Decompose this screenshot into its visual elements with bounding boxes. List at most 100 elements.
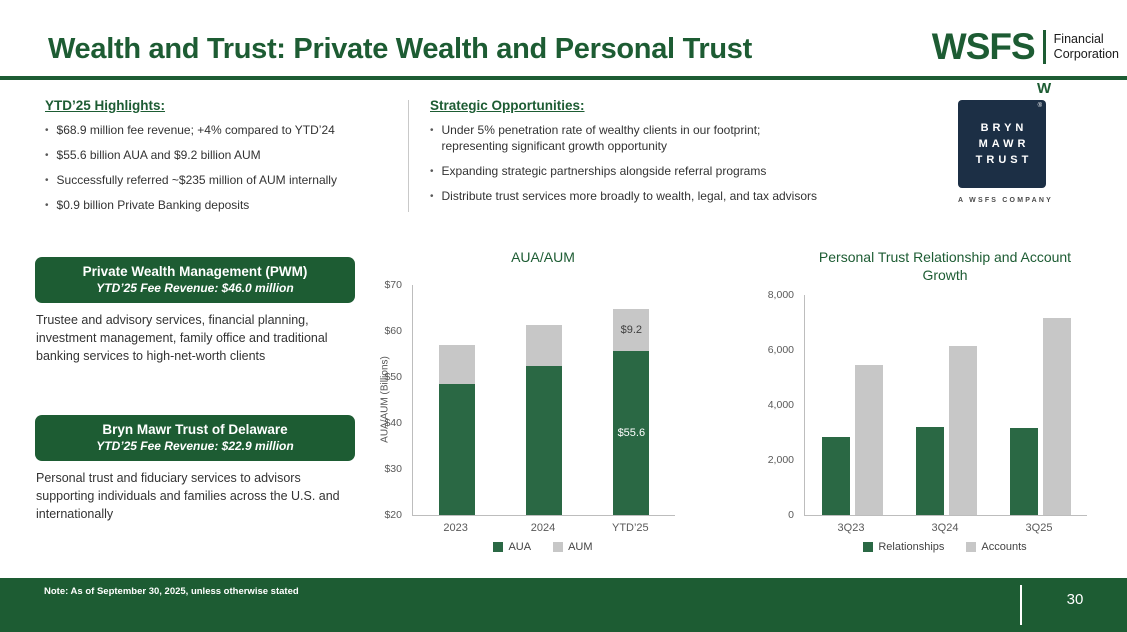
y-tick-label: $30 <box>384 463 402 475</box>
x-category-label: 2024 <box>530 522 556 534</box>
footer-divider <box>1020 585 1022 625</box>
pwm-box-title: Private Wealth Management (PWM) <box>82 264 308 280</box>
footer-note: Note: As of September 30, 2025, unless o… <box>44 586 299 597</box>
x-category-label: 3Q25 <box>1025 522 1053 534</box>
bmt-delaware-box-title: Bryn Mawr Trust of Delaware <box>102 422 288 438</box>
legend-label: Relationships <box>878 541 945 553</box>
opportunity-item: • Expanding strategic partnerships alongs… <box>430 164 908 180</box>
wsfs-w-mark: W <box>1037 80 1052 97</box>
highlights-list: • $68.9 million fee revenue; +4% compared… <box>45 123 395 214</box>
x-axis: 2023 2024 YTD’25 <box>412 522 674 538</box>
bullet-icon: • <box>45 200 49 211</box>
page-title: Wealth and Trust: Private Wealth and Per… <box>48 33 752 65</box>
wsfs-wordmark: WSFS <box>931 26 1036 67</box>
bar-accounts <box>1042 318 1071 515</box>
wsfs-logo-subtext: Financial Corporation <box>1054 32 1119 61</box>
personal-trust-chart: Personal Trust Relationship and Account … <box>752 243 1102 567</box>
bullet-icon: • <box>45 125 49 136</box>
bar-segment-aum <box>526 324 562 366</box>
bar-relationships <box>1009 428 1038 515</box>
bar-accounts <box>948 345 977 515</box>
bar-segment-aua <box>438 384 475 515</box>
bar-segment-aua <box>526 365 562 515</box>
pwm-box: Private Wealth Management (PWM) YTD’25 F… <box>35 257 355 303</box>
bryn-mawr-logo-box: ® BRYN MAWR TRUST <box>958 100 1046 188</box>
bullet-text: Under 5% penetration rate of wealthy cli… <box>441 123 761 153</box>
y-tick-label: $50 <box>384 371 402 383</box>
bryn-line-3: TRUST <box>975 154 1033 167</box>
bullet-icon: • <box>430 165 434 177</box>
personal-trust-plot-area <box>804 295 1087 516</box>
bar-segment-aum <box>438 345 475 385</box>
x-category-label: 2023 <box>443 522 468 534</box>
personal-trust-chart-title: Personal Trust Relationship and Account … <box>818 249 1072 283</box>
bar-relationships <box>821 436 850 515</box>
legend-label: AUM <box>568 541 593 553</box>
bar-relationships <box>915 427 944 515</box>
bullet-text: $0.9 billion Private Banking deposits <box>56 198 250 212</box>
bullet-text: Successfully referred ~$235 million of A… <box>56 173 337 187</box>
aua-aum-chart-title: AUA/AUM <box>511 249 575 265</box>
highlights-heading: YTD’25 Highlights: <box>45 98 166 113</box>
registered-mark: ® <box>1037 103 1042 109</box>
bullet-icon: • <box>430 125 434 136</box>
y-tick-label: $40 <box>384 417 402 429</box>
bar-segment-aua: $55.6 <box>613 351 650 515</box>
x-category-label: YTD’25 <box>611 522 649 534</box>
highlight-item: • $68.9 million fee revenue; +4% compared… <box>45 123 395 139</box>
y-tick-label: $70 <box>384 279 402 291</box>
bullet-text: $68.9 million fee revenue; +4% compared … <box>56 123 335 137</box>
legend-label: Accounts <box>981 541 1027 553</box>
page-number: 30 <box>1066 591 1084 608</box>
aua-aum-legend: AUA AUM <box>412 541 674 553</box>
bryn-mawr-logo: ® BRYN MAWR TRUST A WSFS COMPANY <box>958 100 1053 204</box>
legend-swatch-icon <box>493 542 504 552</box>
opportunities-section: Strategic Opportunities: • Under 5% penet… <box>430 98 908 214</box>
bmt-delaware-box-subtitle: YTD’25 Fee Revenue: $22.9 million <box>96 438 294 453</box>
bryn-line-2: MAWR <box>978 137 1030 150</box>
aua-aum-chart: AUA/AUM AUA/AUM (Billions) $20 $30 $40 $50 $… <box>372 243 684 567</box>
y-axis: $20 $30 $40 $50 $60 $70 <box>372 279 408 521</box>
y-tick-label: 2,000 <box>767 454 794 466</box>
legend-item-aua: AUA <box>493 541 531 553</box>
bar-segment-aum: $9.2 <box>613 308 650 352</box>
legend-swatch-icon <box>553 542 564 552</box>
bryn-mawr-tagline: A WSFS COMPANY <box>958 197 1053 204</box>
y-axis: 0 2,000 4,000 6,000 8,000 <box>754 289 800 521</box>
pwm-box-subtitle: YTD’25 Fee Revenue: $46.0 million <box>96 280 294 295</box>
x-category-label: 3Q24 <box>931 522 959 534</box>
highlight-item: • Successfully referred ~$235 million of … <box>45 173 395 189</box>
x-category-label: 3Q23 <box>837 522 865 534</box>
bullet-icon: • <box>45 175 49 186</box>
bullet-icon: • <box>45 150 49 161</box>
y-tick-label: $60 <box>384 325 402 337</box>
y-tick-label: 0 <box>788 509 794 521</box>
opportunities-list: • Under 5% penetration rate of wealthy cl… <box>430 123 908 205</box>
x-axis: 3Q23 3Q24 3Q25 <box>804 522 1086 538</box>
legend-swatch-icon <box>863 542 874 552</box>
aua-aum-plot-area: $55.6 $9.2 <box>412 285 675 516</box>
column-divider <box>408 100 409 212</box>
pwm-description: Trustee and advisory services, financial… <box>36 313 328 363</box>
y-tick-label: 8,000 <box>767 289 794 301</box>
title-rule <box>0 76 1127 80</box>
personal-trust-legend: Relationships Accounts <box>804 541 1086 553</box>
y-tick-label: $20 <box>384 509 402 521</box>
logo-divider <box>1042 29 1046 64</box>
y-tick-label: 6,000 <box>767 344 794 356</box>
bryn-line-1: BRYN <box>980 121 1028 134</box>
highlight-item: • $0.9 billion Private Banking deposits <box>45 198 395 214</box>
legend-item-accounts: Accounts <box>966 541 1027 553</box>
wsfs-logo-line1: Financial <box>1053 32 1104 47</box>
bar-accounts <box>854 365 883 515</box>
bmt-delaware-description: Personal trust and fiduciary services to… <box>36 471 340 521</box>
wsfs-logo: WSFS Financial Corporation <box>932 28 1119 65</box>
legend-item-aum: AUM <box>553 541 593 553</box>
opportunity-item: • Distribute trust services more broadly … <box>430 189 908 205</box>
bullet-text: Expanding strategic partnerships alongsi… <box>441 163 767 178</box>
y-tick-label: 4,000 <box>767 399 794 411</box>
highlight-item: • $55.6 billion AUA and $9.2 billion AUM <box>45 148 395 164</box>
legend-swatch-icon <box>966 542 977 552</box>
footer-bar: Note: As of September 30, 2025, unless o… <box>0 578 1127 632</box>
